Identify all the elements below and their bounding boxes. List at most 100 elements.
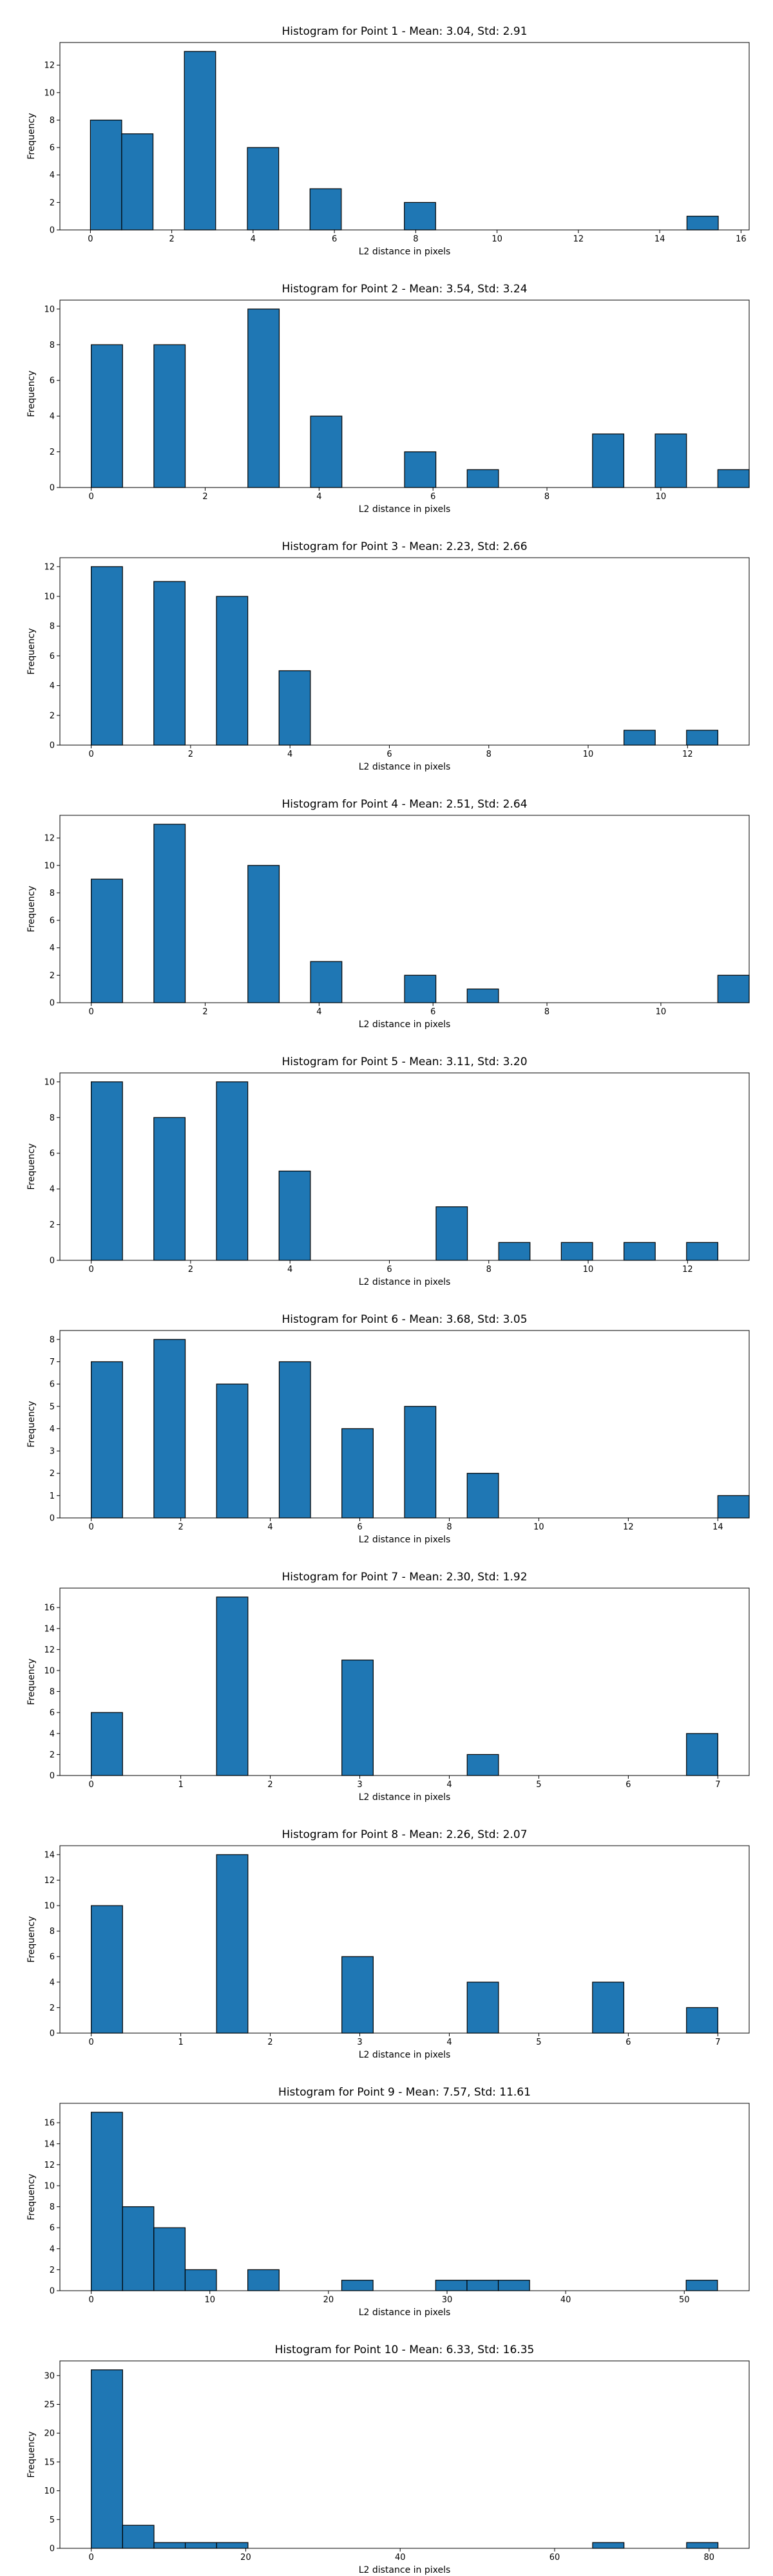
x-tick-label: 20 [240, 2553, 251, 2562]
y-tick-label: 8 [50, 1335, 55, 1345]
y-tick-label: 6 [50, 652, 55, 661]
chart-title: Histogram for Point 8 - Mean: 2.26, Std:… [282, 1828, 527, 1841]
x-tick-label: 12 [573, 234, 584, 244]
histogram-bar [91, 344, 123, 488]
x-tick-label: 14 [654, 234, 665, 244]
histogram-bar [341, 1956, 374, 2034]
x-tick-label: 8 [544, 1007, 549, 1017]
histogram-bar [404, 202, 436, 231]
x-tick-label: 6 [625, 1780, 631, 1790]
x-tick-label: 8 [486, 750, 491, 759]
y-tick-label: 20 [44, 2429, 55, 2439]
histogram-bar [184, 51, 216, 231]
x-tick-label: 8 [486, 1265, 491, 1274]
x-tick-label: 1 [178, 1780, 183, 1790]
y-tick-label: 4 [50, 943, 55, 953]
y-tick-label: 8 [50, 1687, 55, 1697]
histogram-bar [184, 2542, 217, 2549]
histogram-bar [341, 2280, 374, 2291]
y-tick-label: 0 [50, 741, 55, 751]
histogram-bar [216, 2542, 249, 2549]
histogram-bar [91, 1081, 123, 1261]
histogram-bar [184, 2269, 217, 2291]
chart-title: Histogram for Point 10 - Mean: 6.33, Std… [275, 2344, 535, 2356]
y-tick-label: 0 [50, 1772, 55, 1781]
y-tick-label: 0 [50, 1514, 55, 1524]
y-tick-label: 8 [50, 1113, 55, 1123]
x-tick-label: 6 [386, 750, 392, 759]
x-tick-label: 12 [682, 750, 693, 759]
histogram-bar [91, 2369, 123, 2549]
histogram-bar [686, 2007, 718, 2034]
histogram-bar [654, 433, 687, 488]
x-axis-label: L2 distance in pixels [359, 2307, 451, 2318]
histogram-bar [153, 2227, 186, 2291]
histogram-bar [153, 1117, 186, 1261]
y-tick-label: 0 [50, 2029, 55, 2039]
y-tick-label: 30 [44, 2371, 55, 2381]
histogram-bar [153, 581, 186, 746]
histogram-bar [216, 1854, 249, 2034]
x-tick-label: 3 [357, 1780, 362, 1790]
x-tick-label: 12 [682, 1265, 693, 1274]
histogram-bar [686, 1242, 718, 1261]
histogram-panel-9: Histogram for Point 9 - Mean: 7.57, Std:… [0, 2061, 773, 2318]
x-tick-label: 30 [442, 2295, 453, 2305]
histogram-bar [278, 1361, 311, 1519]
y-axis-label: Frequency [26, 2174, 37, 2220]
y-tick-label: 14 [44, 1850, 55, 1860]
x-tick-label: 10 [204, 2295, 215, 2305]
y-tick-label: 4 [50, 412, 55, 422]
y-tick-label: 10 [44, 88, 55, 98]
x-tick-label: 0 [88, 2038, 93, 2047]
histogram-bar [466, 1473, 499, 1519]
y-axis-label: Frequency [26, 628, 37, 674]
x-tick-label: 7 [715, 2038, 720, 2047]
x-tick-label: 2 [202, 1007, 207, 1017]
histogram-bar [247, 147, 280, 231]
histogram-panel-10: Histogram for Point 10 - Mean: 6.33, Std… [0, 2318, 773, 2576]
x-tick-label: 4 [316, 1007, 321, 1017]
x-tick-label: 0 [88, 1265, 93, 1274]
y-tick-label: 4 [50, 171, 55, 180]
y-axis-label: Frequency [26, 1143, 37, 1189]
y-tick-label: 10 [44, 861, 55, 871]
y-tick-label: 2 [50, 1750, 55, 1760]
plot-frame [59, 1587, 750, 1776]
y-tick-label: 1 [50, 1492, 55, 1501]
y-axis-label: Frequency [26, 113, 37, 159]
x-tick-label: 10 [656, 1007, 667, 1017]
histogram-panel-5: Histogram for Point 5 - Mean: 3.11, Std:… [0, 1030, 773, 1288]
x-tick-label: 40 [395, 2553, 406, 2562]
y-tick-label: 2 [50, 2003, 55, 2013]
y-tick-label: 6 [50, 2224, 55, 2233]
y-tick-label: 16 [44, 1604, 55, 1613]
histogram-bar [466, 989, 499, 1003]
histogram-panel-6: Histogram for Point 6 - Mean: 3.68, Std:… [0, 1288, 773, 1546]
histogram-bar [341, 1660, 374, 1776]
y-tick-label: 12 [44, 61, 55, 71]
histogram-bar [247, 865, 280, 1003]
x-tick-label: 2 [169, 234, 174, 244]
histogram-bar [435, 2280, 468, 2291]
histogram-chart-7: Histogram for Point 7 - Mean: 2.30, Std:… [26, 1571, 750, 1803]
y-tick-label: 6 [50, 376, 55, 386]
x-tick-label: 10 [656, 492, 667, 502]
x-tick-label: 7 [715, 1780, 720, 1790]
y-tick-label: 15 [44, 2458, 55, 2467]
histogram-bar [623, 730, 656, 746]
histogram-bar [91, 878, 123, 1003]
y-tick-label: 4 [50, 1185, 55, 1195]
x-axis-label: L2 distance in pixels [359, 1535, 451, 1545]
histogram-panel-2: Histogram for Point 2 - Mean: 3.54, Std:… [0, 258, 773, 515]
y-tick-label: 4 [50, 681, 55, 691]
y-axis-label: Frequency [26, 370, 37, 417]
histogram-chart-5: Histogram for Point 5 - Mean: 3.11, Std:… [26, 1056, 750, 1287]
histogram-bar [466, 469, 499, 488]
x-tick-label: 4 [446, 1780, 452, 1790]
plot-frame [59, 2360, 750, 2549]
histogram-bar [122, 2524, 155, 2549]
y-tick-label: 5 [50, 2515, 55, 2525]
y-tick-label: 6 [50, 1380, 55, 1390]
histogram-chart-6: Histogram for Point 6 - Mean: 3.68, Std:… [26, 1313, 750, 1545]
